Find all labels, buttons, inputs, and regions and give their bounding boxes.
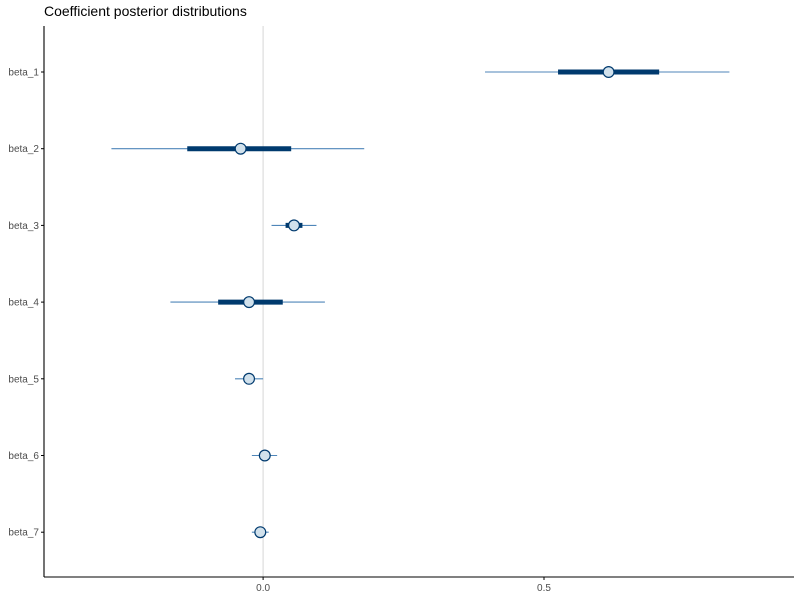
interval-layer	[111, 65, 730, 539]
interval-beta_5	[235, 372, 264, 385]
median-point	[234, 142, 247, 155]
y-tick-label: beta_3	[8, 221, 39, 232]
chart-title: Coefficient posterior distributions	[44, 3, 247, 19]
interval-beta_1	[485, 65, 730, 78]
interval-beta_3	[271, 219, 317, 232]
y-tick-label: beta_4	[8, 298, 39, 309]
interval-beta_7	[251, 526, 269, 539]
y-tick-label: beta_5	[8, 374, 39, 385]
median-point	[243, 296, 256, 309]
median-point	[254, 526, 267, 539]
interval-beta_2	[111, 142, 365, 155]
y-axis-ticks: beta_1 beta_2 beta_3 beta_4 beta_5 beta_6beta…	[8, 68, 44, 539]
y-tick-label: beta_7	[8, 528, 39, 539]
median-point	[243, 372, 256, 385]
median-point	[288, 219, 301, 232]
x-tick-label: 0.0	[256, 583, 270, 594]
x-tick-label: 0.5	[537, 583, 551, 594]
x-axis-ticks: 0.0 0.5	[256, 577, 551, 594]
median-point	[602, 65, 615, 78]
median-point	[258, 449, 271, 462]
y-tick-label: beta_6	[8, 451, 39, 462]
y-tick-label: beta_2	[8, 144, 39, 155]
interval-beta_4	[170, 296, 325, 309]
interval-beta_6	[251, 449, 278, 462]
y-tick-label: beta_1	[8, 68, 39, 79]
